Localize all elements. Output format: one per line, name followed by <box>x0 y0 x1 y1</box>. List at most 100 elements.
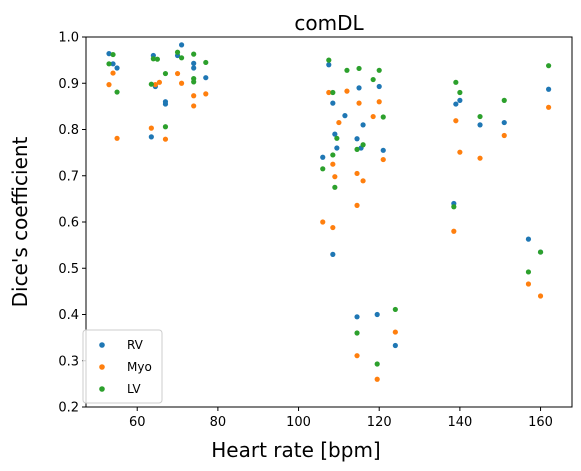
point-myo <box>344 88 350 94</box>
point-myo <box>354 202 360 208</box>
point-myo <box>477 155 483 161</box>
point-rv <box>178 42 185 48</box>
point-myo <box>203 91 209 97</box>
legend-marker-lv <box>99 386 105 392</box>
point-myo <box>330 224 336 231</box>
point-rv <box>453 101 459 107</box>
point-myo <box>453 118 459 124</box>
point-myo <box>392 329 398 335</box>
legend: RV Myo LV <box>82 329 163 404</box>
point-lv <box>114 89 120 95</box>
point-myo <box>451 228 457 234</box>
point-lv <box>525 269 532 275</box>
point-lv <box>354 146 360 152</box>
point-lv <box>326 57 332 63</box>
point-rv <box>360 122 366 128</box>
point-myo <box>376 99 382 105</box>
point-rv <box>330 100 336 106</box>
point-rv <box>354 136 360 142</box>
point-lv <box>370 76 376 83</box>
point-myo <box>370 113 376 120</box>
point-lv <box>332 184 338 190</box>
point-rv <box>326 62 332 68</box>
point-myo <box>374 376 380 382</box>
point-rv <box>114 65 120 71</box>
y-tick-label: 0.9 <box>58 77 79 92</box>
point-myo <box>156 79 163 85</box>
point-myo <box>106 82 112 88</box>
point-lv <box>356 65 362 72</box>
point-rv <box>546 86 552 92</box>
y-tick-label: 0.4 <box>58 308 79 323</box>
point-lv <box>354 330 360 336</box>
point-lv <box>162 70 169 77</box>
point-lv <box>457 89 463 96</box>
point-lv <box>477 113 483 120</box>
point-myo <box>114 135 120 141</box>
point-lv <box>453 79 459 85</box>
point-lv <box>148 81 154 87</box>
legend-label-lv: LV <box>127 382 141 396</box>
point-rv <box>356 85 362 91</box>
legend-frame <box>82 329 163 404</box>
x-tick-label: 80 <box>210 415 227 430</box>
point-myo <box>178 80 185 86</box>
point-myo <box>174 70 181 77</box>
point-myo <box>501 132 507 139</box>
point-rv <box>330 251 336 257</box>
point-myo <box>110 70 116 76</box>
point-rv <box>376 83 382 90</box>
point-rv <box>110 61 116 67</box>
point-lv <box>178 55 185 61</box>
legend-items: RV Myo LV <box>99 338 152 396</box>
point-myo <box>332 174 338 180</box>
point-lv <box>330 152 336 158</box>
point-rv <box>148 134 154 140</box>
point-myo <box>380 156 386 163</box>
point-lv <box>150 56 156 62</box>
point-rv <box>332 131 338 137</box>
legend-label-rv: RV <box>127 338 144 352</box>
point-lv <box>191 79 197 85</box>
y-tick-label: 0.3 <box>58 354 79 369</box>
point-rv <box>392 342 398 349</box>
point-lv <box>106 61 112 67</box>
point-myo <box>360 178 366 184</box>
y-tick-label: 0.2 <box>58 401 79 416</box>
point-myo <box>152 82 158 88</box>
point-lv <box>203 59 209 66</box>
point-lv <box>546 63 552 69</box>
y-tick-label: 0.6 <box>58 216 79 231</box>
y-tick-label: 0.8 <box>58 123 79 138</box>
y-tick-label: 0.5 <box>58 262 79 277</box>
point-rv <box>191 65 197 71</box>
point-lv <box>537 249 544 255</box>
point-rv <box>334 145 340 151</box>
point-rv <box>374 311 380 318</box>
x-tick-label: 100 <box>286 415 311 430</box>
point-myo <box>326 89 332 96</box>
point-rv <box>191 60 197 66</box>
x-tick-label: 160 <box>528 415 553 430</box>
point-rv <box>203 75 209 81</box>
point-lv <box>162 124 169 130</box>
point-myo <box>537 293 544 299</box>
point-myo <box>320 219 326 225</box>
point-lv <box>344 67 350 73</box>
y-axis-ticks: 0.2 0.3 0.4 0.5 0.6 0.7 0.8 0.9 1.0 <box>58 31 86 416</box>
point-myo <box>148 125 154 131</box>
points-layer <box>106 42 552 382</box>
legend-marker-rv <box>99 342 105 348</box>
point-lv <box>154 56 160 62</box>
point-myo <box>191 103 197 109</box>
chart-title: comDL <box>294 11 364 35</box>
point-lv <box>320 166 326 172</box>
point-myo <box>457 149 463 155</box>
x-axis-label: Heart rate [bpm] <box>211 438 380 462</box>
point-rv <box>477 122 483 128</box>
x-tick-label: 140 <box>447 415 472 430</box>
series-lv <box>106 49 552 367</box>
point-lv <box>334 135 340 141</box>
point-myo <box>354 170 360 177</box>
